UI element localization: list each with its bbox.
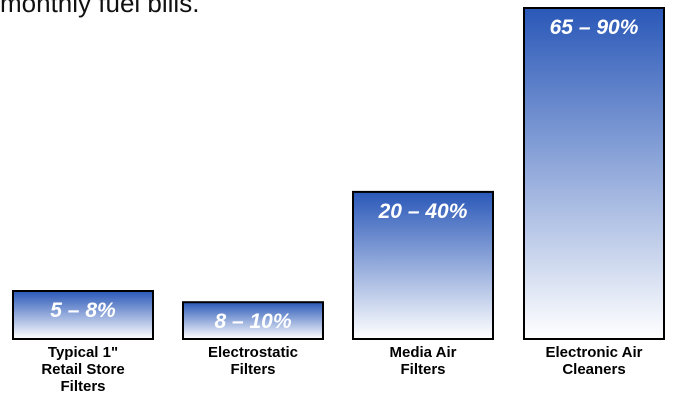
- category-label-line: Filters: [230, 361, 275, 378]
- category-label-line: Typical 1": [48, 344, 118, 361]
- intro-text: monthly fuel bills.: [0, 0, 200, 18]
- category-label-1: Electrostatic Filters: [208, 344, 298, 378]
- bar-value-label-2: 20 – 40%: [378, 200, 468, 223]
- category-label-line: Retail Store: [41, 361, 124, 378]
- category-label-0: Typical 1" Retail Store Filters: [41, 344, 124, 395]
- category-label-line: Cleaners: [562, 361, 625, 378]
- bar-value-label-1: 8 – 10%: [214, 310, 291, 333]
- bars-layer: 5 – 8% 8 – 10% 20 – 40% 65 – 90%: [12, 7, 665, 341]
- category-label-line: Electrostatic: [208, 344, 298, 361]
- bar-value-label-0: 5 – 8%: [50, 299, 116, 322]
- bar-1: [182, 301, 324, 341]
- category-label-3: Electronic Air Cleaners: [546, 344, 643, 378]
- category-label-2: Media Air Filters: [390, 344, 457, 378]
- category-label-line: Electronic Air: [546, 344, 643, 361]
- bar-2: [352, 190, 494, 340]
- bar-value-label-3: 65 – 90%: [550, 16, 639, 39]
- category-label-line: Filters: [60, 378, 105, 395]
- category-label-line: Media Air: [390, 344, 457, 361]
- category-label-line: Filters: [400, 361, 445, 378]
- bar-3: [523, 7, 665, 340]
- category-labels-layer: Typical 1" Retail Store FiltersElectrostat…: [41, 344, 642, 395]
- bar-0: [12, 290, 154, 340]
